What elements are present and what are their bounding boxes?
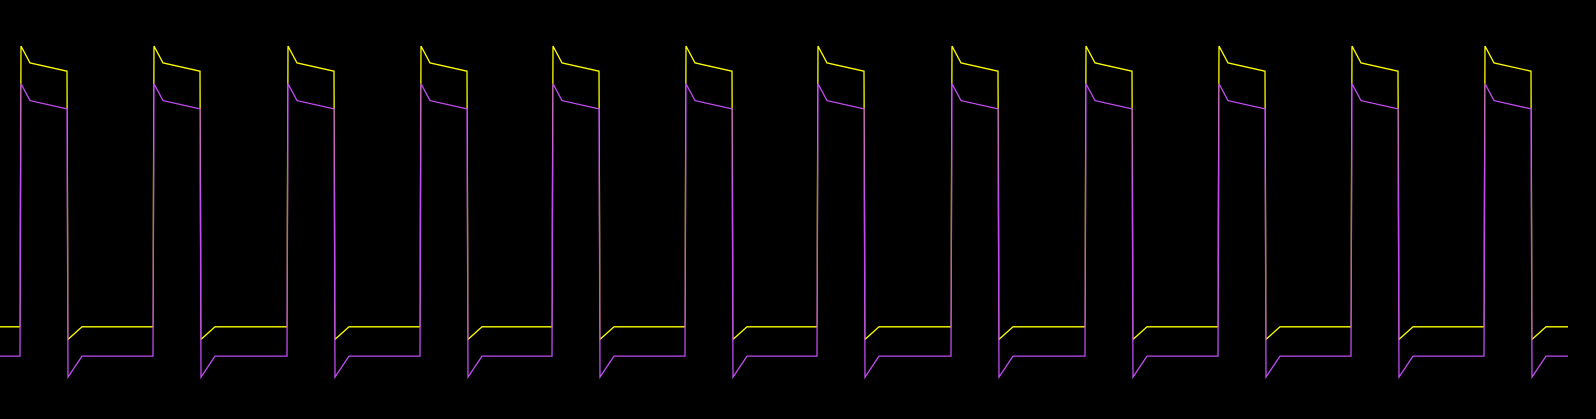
signal-line (0, 83, 1568, 380)
signal-line (0, 45, 1568, 341)
